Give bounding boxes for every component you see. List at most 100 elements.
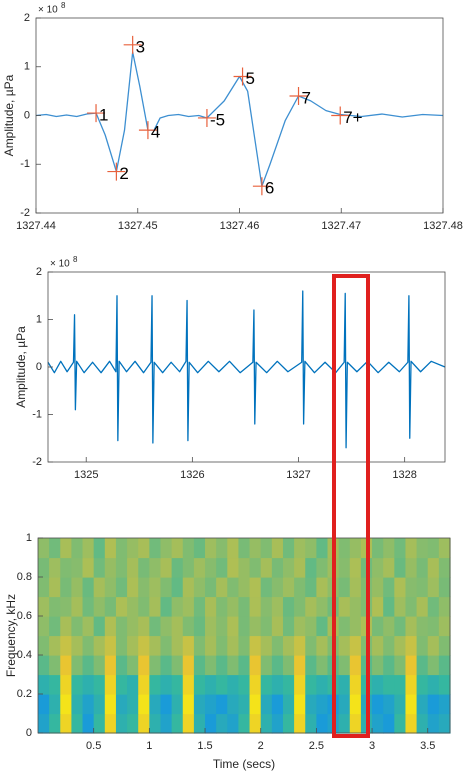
heatmap-cell	[260, 694, 273, 715]
heatmap-cell	[193, 577, 206, 598]
heatmap-cell	[282, 694, 295, 715]
heatmap-cell	[294, 635, 306, 656]
heatmap-cell	[49, 577, 61, 598]
heatmap-cell	[260, 557, 273, 578]
heatmap-cell	[405, 577, 418, 598]
heatmap-cell	[305, 694, 317, 715]
heatmap-cell	[104, 557, 117, 578]
heatmap-cell	[160, 713, 173, 734]
heatmap-cell	[171, 694, 184, 715]
heatmap-cell	[249, 557, 262, 578]
x-tick-label: 1325	[74, 469, 98, 481]
heatmap-cell	[349, 655, 362, 676]
x-tick-label: 1328	[392, 469, 416, 481]
heatmap-cell	[349, 538, 362, 559]
heatmap-cell	[383, 596, 395, 617]
heatmap-cell	[216, 635, 228, 656]
heatmap-cell	[149, 596, 162, 617]
point-label: 4	[151, 123, 160, 142]
axis-multiplier: × 10	[50, 259, 70, 270]
heatmap-cell	[372, 635, 384, 656]
heatmap-cell	[249, 616, 262, 637]
heatmap-cell	[82, 674, 95, 695]
heatmap-cell	[149, 616, 162, 637]
heatmap-cell	[394, 596, 407, 617]
panel: 1 2 3 4 -5 5 6 7 7+ -2 -1 0 1 2 1327.44 1327.45 1327.46 1…	[2, 1, 463, 232]
heatmap-cell	[171, 616, 184, 637]
point-marker	[233, 67, 252, 86]
heatmap-cell	[271, 557, 284, 578]
heatmap-cell	[104, 694, 117, 715]
heatmap-cell	[82, 538, 95, 559]
heatmap-cell	[271, 713, 284, 734]
heatmap-cell	[249, 655, 262, 676]
point-label: 1	[99, 106, 108, 125]
heatmap-cell	[349, 635, 362, 656]
heatmap-cell	[193, 694, 206, 715]
heatmap-cell	[383, 694, 395, 715]
heatmap-cell	[38, 577, 50, 598]
heatmap-cell	[438, 635, 451, 656]
heatmap-cell	[249, 577, 262, 598]
heatmap-cell	[171, 557, 184, 578]
heatmap-cell	[93, 577, 106, 598]
heatmap-cell	[438, 616, 451, 637]
heatmap-cell	[260, 538, 273, 559]
heatmap-cell	[82, 694, 95, 715]
heatmap-cell	[271, 635, 284, 656]
heatmap-cell	[160, 538, 173, 559]
heatmap-cell	[149, 694, 162, 715]
heatmap-cell	[238, 713, 251, 734]
heatmap-cell	[238, 674, 251, 695]
heatmap-cell	[60, 635, 73, 656]
heatmap-cell	[216, 538, 228, 559]
heatmap-cell	[193, 635, 206, 656]
heatmap-cell	[227, 694, 240, 715]
y-tick-label: 0	[24, 109, 30, 121]
heatmap-cell	[171, 538, 184, 559]
heatmap-cell	[115, 538, 128, 559]
heatmap-cell	[338, 713, 351, 734]
heatmap-cell	[160, 616, 173, 637]
heatmap-cell	[171, 713, 184, 734]
heatmap-cell	[338, 694, 351, 715]
heatmap-cell	[115, 577, 128, 598]
heatmap-cell	[149, 713, 162, 734]
heatmap-cell	[127, 655, 139, 676]
heatmap-cell	[149, 655, 162, 676]
heatmap-cell	[271, 538, 284, 559]
y-tick-label: 0.8	[17, 571, 32, 583]
point-label: 6	[265, 179, 274, 198]
heatmap-cell	[182, 694, 195, 715]
x-tick-label: 1327.46	[220, 220, 260, 232]
heatmap-cell	[104, 596, 117, 617]
heatmap-cell	[427, 674, 440, 695]
y-tick-label: -1	[32, 408, 42, 420]
heatmap-cell	[427, 596, 440, 617]
heatmap-cell	[182, 635, 195, 656]
heatmap-cell	[338, 577, 351, 598]
heatmap-cell	[104, 577, 117, 598]
heatmap-cell	[227, 538, 240, 559]
heatmap-cell	[82, 557, 95, 578]
heatmap-cell	[294, 694, 306, 715]
heatmap-cell	[316, 577, 329, 598]
heatmap-cell	[294, 674, 306, 695]
heatmap-cell	[405, 557, 418, 578]
heatmap-cell	[171, 596, 184, 617]
heatmap-cell	[416, 577, 429, 598]
heatmap-cell	[438, 694, 451, 715]
y-axis-label: Amplitude, µPa	[14, 326, 28, 408]
heatmap-cell	[60, 694, 73, 715]
point-label: 7+	[343, 108, 362, 127]
x-axis-label: Time (secs)	[213, 757, 275, 771]
point-label: -5	[210, 110, 225, 129]
heatmap-cell	[294, 713, 306, 734]
heatmap-cell	[316, 635, 329, 656]
heatmap-cell	[49, 596, 61, 617]
heatmap-cell	[60, 596, 73, 617]
x-tick-label: 1327.45	[118, 220, 158, 232]
heatmap-cell	[305, 616, 317, 637]
heatmap-cell	[127, 596, 139, 617]
x-tick-label: 2.5	[309, 740, 324, 752]
